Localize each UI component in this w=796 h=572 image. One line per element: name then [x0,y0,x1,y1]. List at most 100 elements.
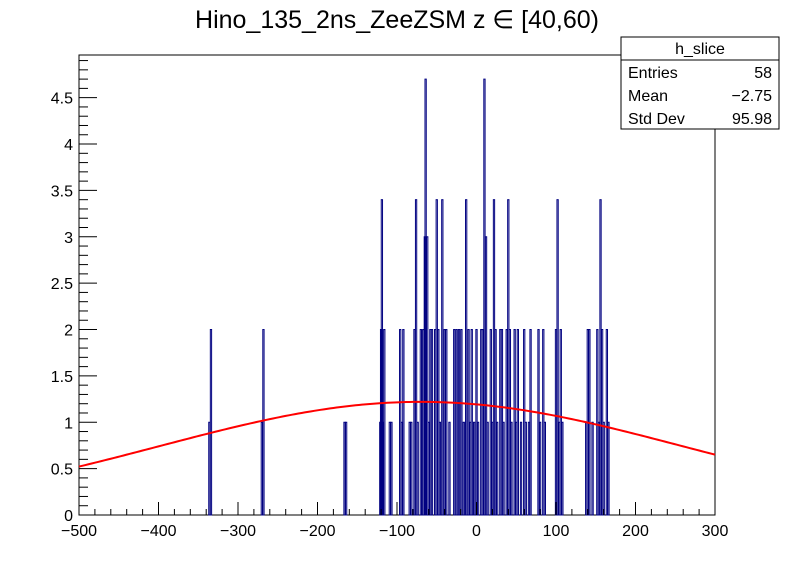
histogram-bin [388,421,391,516]
fit-curve [78,400,716,468]
histogram-bin [607,421,610,516]
histogram-bin [416,421,419,516]
histogram-bin [434,329,437,516]
histogram-bin [484,236,488,516]
x-tick-label: 100 [543,523,570,540]
histogram-bin [476,421,480,516]
histogram-bin [429,329,432,516]
histogram-bin [558,421,561,516]
histogram-bin [262,329,265,516]
stats-stddev-value: 95.98 [732,111,772,128]
stats-mean-value: −2.75 [732,88,773,105]
histogram-bin [410,421,413,516]
x-tick-label: 0 [472,523,481,540]
y-tick-label: 4.5 [51,91,73,108]
histogram-bin [402,329,405,516]
histogram-bin [465,199,468,516]
histogram-bin [483,78,486,516]
histogram-bin [460,329,463,516]
stats-box: h_slice Entries 58 Mean −2.75 Std Dev 95… [620,36,780,130]
histogram-bin [260,421,263,516]
histogram-bin [510,421,513,516]
histogram-bin [591,421,594,516]
histogram-bin [507,199,510,516]
x-tick-label: −200 [299,523,335,540]
histogram-bin [500,329,504,516]
histogram-bin [472,421,476,516]
y-tick-label: 0.5 [51,462,73,479]
histogram-bin [400,421,403,516]
histogram-bin [599,199,602,516]
stats-entries-value: 58 [754,65,772,82]
histogram-bin [513,329,516,516]
plot-frame [78,54,716,516]
histogram-bin [489,329,492,516]
chart-title: Hino_135_2ns_ZeeZSM z ∈ [40,60) [195,6,599,34]
histogram-bin [538,421,542,516]
histogram-bin [408,421,411,516]
y-tick-label: 2 [64,323,73,340]
histogram-bin [499,329,502,516]
histogram-bin [457,329,461,516]
histogram-bin [467,329,470,516]
histogram-bin [481,329,484,516]
histogram-bin [422,329,425,516]
histogram-bin [496,421,499,516]
histogram-bin [492,199,496,516]
histogram-bin [344,421,348,516]
histogram-bin [399,329,402,516]
y-tick-label: 1 [64,415,73,432]
histogram-bin [602,421,605,516]
histogram-bin [494,329,497,516]
x-tick-label: −500 [61,523,97,540]
histogram-bin [435,199,438,516]
histogram-bin [462,421,465,516]
histogram-bin [585,421,588,516]
histogram-bin [561,421,564,516]
histogram-bin [556,199,559,516]
stats-mean-label: Mean [628,88,668,105]
y-tick-label: 1.5 [51,369,73,386]
histogram-bin [596,329,599,516]
histogram-bin [430,329,434,516]
histogram-bin [519,421,523,516]
histogram-bin [470,329,473,516]
y-tick-label: 0 [64,508,73,525]
histogram-bin [413,329,416,516]
histogram-bin [445,329,448,516]
histogram-bin [208,421,211,516]
histogram-bin [427,421,430,516]
x-tick-label: 300 [702,523,729,540]
histogram-bin [414,199,418,516]
histogram-bin [516,329,519,516]
histogram-bin [537,329,540,516]
histogram-bin [508,329,512,516]
x-tick-label: −400 [140,523,176,540]
histogram-bin [426,236,429,516]
histogram-bin [542,329,545,516]
y-tick-label: 2.5 [51,276,73,293]
stats-entries-label: Entries [628,65,678,82]
histogram-bin [491,421,494,516]
stats-stddev-label: Std Dev [628,111,685,128]
histogram-bin [600,329,604,516]
histogram-bin [343,421,346,516]
histogram-bin [527,421,531,516]
y-tick-label: 4 [64,137,73,154]
histogram-bin [383,329,386,516]
histogram-bin [559,329,562,516]
histogram-bin [469,421,472,516]
histogram-bin [515,421,518,516]
histogram-bin [502,421,505,516]
histogram-bin [475,329,478,516]
histogram-bin [597,421,601,516]
histogram-bin [554,329,558,516]
x-tick-label: −300 [220,523,256,540]
histogram-bin [523,329,526,516]
histogram-bin [209,329,213,516]
histogram-bin [453,329,456,516]
x-tick-label: −100 [379,523,415,540]
histogram-bin [486,421,489,516]
x-tick-label: 200 [622,523,649,540]
